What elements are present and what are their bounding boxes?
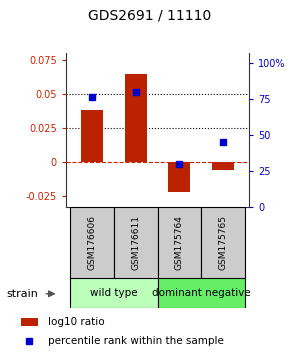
Bar <box>81 110 103 162</box>
Text: GSM176611: GSM176611 <box>131 215 140 270</box>
Bar <box>21 318 38 326</box>
Bar <box>125 74 147 162</box>
Text: wild type: wild type <box>90 288 138 298</box>
Text: dominant negative: dominant negative <box>152 288 250 298</box>
Text: percentile rank within the sample: percentile rank within the sample <box>48 336 224 346</box>
Text: GSM175764: GSM175764 <box>175 215 184 270</box>
Bar <box>70 207 114 278</box>
Bar <box>158 278 244 308</box>
Bar <box>158 207 201 278</box>
Bar <box>70 278 158 308</box>
Text: GSM176606: GSM176606 <box>88 215 97 270</box>
Bar <box>201 207 244 278</box>
Bar <box>168 162 190 192</box>
Bar <box>114 207 158 278</box>
Text: GDS2691 / 11110: GDS2691 / 11110 <box>88 9 212 23</box>
Bar <box>212 162 234 170</box>
Text: log10 ratio: log10 ratio <box>48 317 105 327</box>
Text: strain: strain <box>6 289 38 299</box>
Text: GSM175765: GSM175765 <box>218 215 227 270</box>
